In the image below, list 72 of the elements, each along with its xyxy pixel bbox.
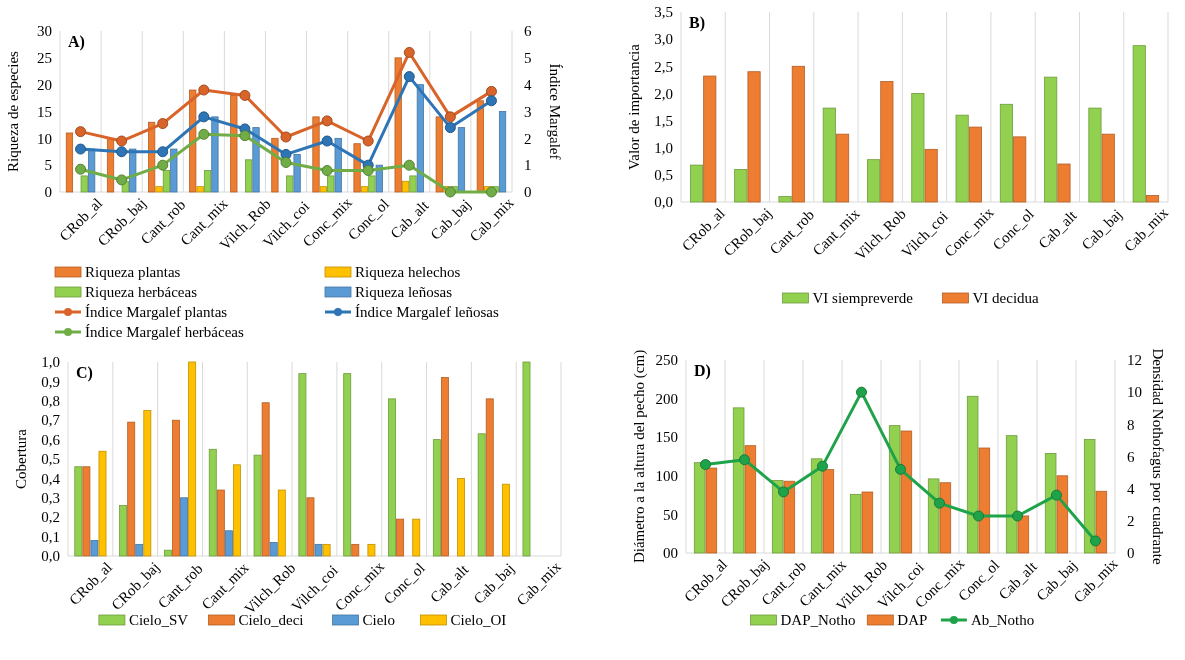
legend-label: Índice Margalef leñosas xyxy=(355,304,499,321)
y-tick-label: 0,2 xyxy=(41,509,60,526)
y-tick-label: 1,0 xyxy=(654,139,673,156)
y-axis-title: Valor de importancia xyxy=(626,43,642,170)
y2-tick-label: 4 xyxy=(1127,480,1135,497)
y-tick-label: 0,6 xyxy=(41,431,61,448)
legend-label: Cielo_deci xyxy=(238,612,304,629)
y-tick-label: 2,0 xyxy=(654,85,673,102)
chart-title: A) xyxy=(68,33,85,51)
y-tick-label: 15 xyxy=(37,103,52,120)
y2-tick-label: 0 xyxy=(524,184,532,201)
y-tick-label: 5 xyxy=(44,157,52,174)
y-tick-label: 3,0 xyxy=(654,31,673,48)
y-tick-label: 0,4 xyxy=(41,470,61,487)
y-tick-label: 30 xyxy=(37,23,52,40)
y2-tick-label: 10 xyxy=(1127,384,1142,401)
y2-axis-title: Índice Margalef xyxy=(547,63,563,160)
legend-label: DAP_Notho xyxy=(780,612,856,629)
legend-label: Índice Margalef herbáceas xyxy=(85,324,244,341)
chart-title: D) xyxy=(694,362,711,380)
y-tick-label: 0,3 xyxy=(41,490,60,507)
y-tick-label: 0,7 xyxy=(41,412,61,429)
y-tick-label: 0,0 xyxy=(41,548,60,565)
y-tick-label: 3,5 xyxy=(654,4,673,21)
y-tick-label: 0 xyxy=(44,184,52,201)
y2-tick-label: 12 xyxy=(1127,352,1142,369)
legend-label: VI siempreverde xyxy=(812,290,914,307)
y-tick-label: 0,8 xyxy=(41,393,60,410)
y-tick-label: 2,5 xyxy=(654,58,673,75)
y-axis-title: Cobertura xyxy=(13,428,29,489)
y2-tick-label: 5 xyxy=(524,50,532,67)
legend-label: Cielo_OI xyxy=(450,612,507,629)
y-tick-label: 0,9 xyxy=(41,373,60,390)
y-tick-label: 100 xyxy=(655,468,678,485)
legend-label: Riqueza plantas xyxy=(85,264,181,281)
chart-title: C) xyxy=(76,364,93,382)
y-tick-label: 00 xyxy=(663,545,678,562)
legend-label: VI decidua xyxy=(972,290,1040,307)
legend-label: Cielo xyxy=(362,612,395,629)
y-tick-label: 10 xyxy=(37,130,52,147)
legend-label: Riqueza herbáceas xyxy=(85,284,198,301)
y-tick-label: 0,5 xyxy=(654,167,673,184)
y2-tick-label: 3 xyxy=(524,103,532,120)
y2-tick-label: 6 xyxy=(1127,448,1135,465)
legend-label: Cielo_SV xyxy=(128,612,189,629)
y2-axis-title: Densidad Nothofagus por cuadrante xyxy=(1150,348,1166,565)
y2-tick-label: 8 xyxy=(1127,416,1135,433)
y-tick-label: 0,1 xyxy=(41,528,60,545)
y-tick-label: 25 xyxy=(37,50,52,67)
legend-label: Riqueza helechos xyxy=(355,264,461,281)
y-tick-label: 200 xyxy=(655,390,678,407)
y-tick-label: 20 xyxy=(37,76,52,93)
y-axis-title: Diámetro a la altura del pecho (cm) xyxy=(631,349,648,564)
y2-tick-label: 2 xyxy=(1127,513,1135,530)
y2-tick-label: 4 xyxy=(524,76,532,93)
y2-tick-label: 1 xyxy=(524,157,532,174)
y2-tick-label: 2 xyxy=(524,130,532,147)
y-tick-label: 1,5 xyxy=(654,112,673,129)
y-tick-label: 0,5 xyxy=(41,451,60,468)
legend-label: Ab_Notho xyxy=(970,612,1035,629)
chart-title: B) xyxy=(689,14,705,32)
y-tick-label: 250 xyxy=(655,352,678,369)
y2-tick-label: 6 xyxy=(524,23,532,40)
y-axis-title: Riqueza de especies xyxy=(5,50,21,172)
legend-label: Riqueza leñosas xyxy=(355,284,453,301)
y-tick-label: 0,0 xyxy=(654,194,673,211)
y-tick-label: 150 xyxy=(655,429,678,446)
y-tick-label: 50 xyxy=(663,506,678,523)
y-tick-label: 1,0 xyxy=(41,354,60,371)
y2-tick-label: 0 xyxy=(1127,545,1135,562)
legend-label: Índice Margalef plantas xyxy=(85,304,228,321)
legend-label: DAP xyxy=(897,612,928,629)
